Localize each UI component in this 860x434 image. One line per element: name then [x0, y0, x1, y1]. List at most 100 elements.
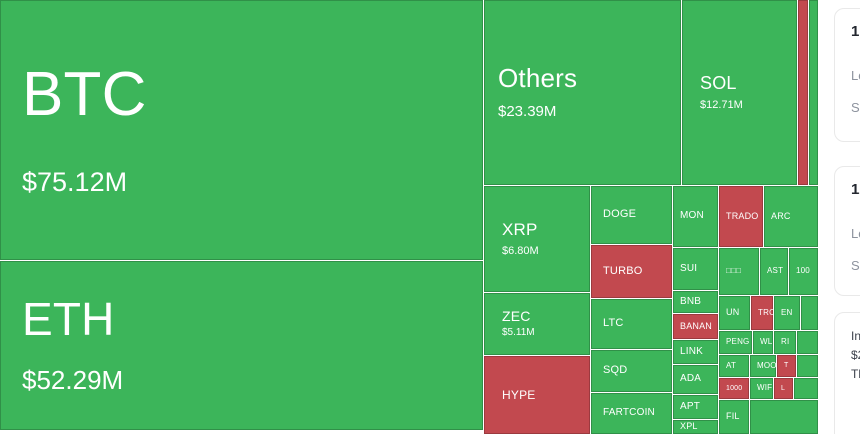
treemap-cell-sol[interactable]: SOL $12.71M — [682, 0, 797, 185]
treemap-cell-peng[interactable]: PENG — [719, 331, 752, 354]
treemap-cell-l[interactable]: L — [774, 378, 793, 399]
cell-symbol: LTC — [603, 317, 624, 330]
treemap-cell-strip-red[interactable] — [798, 0, 808, 185]
cell-symbol: ARC — [771, 210, 791, 221]
treemap-cell-xrp[interactable]: XRP $6.80M — [484, 186, 590, 292]
cell-symbol: SUI — [680, 262, 698, 274]
cell-symbol: ETH — [22, 293, 115, 346]
cell-symbol: RI — [781, 337, 790, 347]
cell-symbol: Others — [498, 63, 578, 94]
treemap-cell-ri[interactable]: RI — [774, 331, 796, 354]
cell-symbol: HYPE — [502, 387, 536, 402]
card-period-label: 12h — [851, 181, 860, 198]
treemap-cell-filler-1[interactable] — [801, 296, 818, 330]
treemap-cell-filler-4[interactable] — [794, 378, 818, 399]
cell-symbol: SOL — [700, 72, 737, 93]
cell-symbol: □□□ — [726, 266, 742, 276]
cell-symbol: MON — [680, 210, 704, 222]
cell-symbol: 1000 — [726, 384, 743, 392]
cell-symbol: FARTCOIN — [603, 407, 655, 419]
cell-symbol: PENG — [726, 337, 750, 347]
cell-symbol: 100 — [796, 266, 810, 276]
treemap-cell-en[interactable]: EN — [774, 296, 800, 330]
treemap-cell-strip-green[interactable] — [809, 0, 818, 185]
treemap-cell-filler-3[interactable] — [797, 355, 818, 377]
treemap-cell-at[interactable]: AT — [719, 355, 749, 377]
treemap-cell-sqd[interactable]: SQD — [591, 350, 672, 392]
treemap-cell-1000[interactable]: 1000 — [719, 378, 749, 399]
treemap-cell-xpl[interactable]: XPL — [673, 420, 718, 434]
treemap-cell-zec[interactable]: ZEC $5.11M — [484, 293, 590, 355]
cell-symbol: TRADO — [726, 210, 759, 221]
cell-symbol: TURBO — [603, 264, 643, 277]
treemap-cell-eth[interactable]: ETH $52.29M — [0, 261, 483, 430]
treemap-cell-doge[interactable]: DOGE — [591, 186, 672, 244]
stat-card-12h[interactable]: 12h Lon Sho — [834, 166, 860, 296]
cell-value: $52.29M — [22, 364, 124, 395]
treemap-cell-btc[interactable]: BTC $75.12M — [0, 0, 483, 260]
cell-symbol: TRO — [758, 307, 773, 317]
treemap: BTC $75.12M ETH $52.29M Others $23.39M SOL $12.… — [0, 0, 818, 434]
treemap-cell-arc[interactable]: ARC — [764, 186, 818, 247]
treemap-cell-turbo[interactable]: TURBO — [591, 245, 672, 298]
cell-symbol: APT — [680, 400, 701, 412]
cell-symbol: SQD — [603, 364, 628, 377]
treemap-cell-filler-2[interactable] — [797, 331, 818, 354]
treemap-cell-unknown-glyphs[interactable]: □□□ — [719, 248, 759, 295]
treemap-cell-filler-5[interactable] — [750, 400, 818, 434]
treemap-cell-moo[interactable]: MOO — [750, 355, 776, 377]
treemap-cell-others[interactable]: Others $23.39M — [484, 0, 681, 185]
treemap-cell-100[interactable]: 100 — [789, 248, 818, 295]
cell-value: $6.80M — [502, 244, 539, 257]
cell-symbol: L — [781, 384, 786, 392]
cell-symbol: LINK — [680, 345, 704, 357]
cell-value: $5.11M — [502, 327, 535, 339]
treemap-cell-apt[interactable]: APT — [673, 395, 718, 419]
summary-card: In th $22 The — [834, 312, 860, 434]
cell-symbol: AST — [767, 266, 784, 276]
treemap-cell-link[interactable]: LINK — [673, 340, 718, 364]
cell-value: $23.39M — [498, 102, 557, 120]
treemap-cell-fartcoin[interactable]: FARTCOIN — [591, 393, 672, 434]
treemap-cell-banan[interactable]: BANAN — [673, 314, 718, 339]
cell-symbol: WL — [760, 337, 773, 347]
cell-symbol: XPL — [680, 421, 698, 432]
cell-symbol: BTC — [22, 59, 147, 129]
cell-symbol: FIL — [726, 411, 740, 422]
card-period-label: 1h — [851, 23, 860, 40]
summary-text-line: In th — [851, 329, 860, 343]
cell-symbol: DOGE — [603, 208, 637, 221]
cell-symbol: XRP — [502, 219, 538, 239]
cell-symbol: BNB — [680, 295, 702, 307]
treemap-cell-ltc[interactable]: LTC — [591, 299, 672, 349]
cell-symbol: T — [784, 362, 789, 370]
treemap-cell-hype[interactable]: HYPE — [484, 356, 590, 434]
card-short-label: Sho — [851, 258, 860, 273]
cell-value: $12.71M — [700, 98, 743, 111]
cell-symbol: EN — [781, 307, 793, 317]
stat-card-1h[interactable]: 1h Lon Sho — [834, 8, 860, 142]
cell-symbol: MOO — [757, 360, 776, 370]
cell-symbol: ADA — [680, 373, 702, 385]
treemap-cell-tro[interactable]: TRO — [751, 296, 773, 330]
treemap-cell-bnb[interactable]: BNB — [673, 291, 718, 313]
treemap-cell-trado[interactable]: TRADO — [719, 186, 763, 247]
treemap-cell-mon[interactable]: MON — [673, 186, 718, 247]
treemap-cell-ast[interactable]: AST — [760, 248, 788, 295]
treemap-cell-wif[interactable]: WIF — [750, 378, 773, 399]
side-panel: 1h Lon Sho 12h Lon Sho In th $22 The — [830, 0, 860, 434]
treemap-cell-t[interactable]: T — [777, 355, 796, 377]
treemap-cell-ada[interactable]: ADA — [673, 365, 718, 394]
treemap-cell-fil[interactable]: FIL — [719, 400, 749, 434]
treemap-cell-un[interactable]: UN — [719, 296, 750, 330]
cell-symbol: UN — [726, 307, 740, 318]
cell-symbol: BANAN — [680, 320, 713, 331]
card-short-label: Sho — [851, 100, 860, 115]
cell-value: $75.12M — [22, 167, 128, 198]
cell-symbol: ZEC — [502, 308, 531, 325]
treemap-cell-wl[interactable]: WL — [753, 331, 773, 354]
treemap-cell-sui[interactable]: SUI — [673, 248, 718, 290]
summary-text-line: The — [851, 367, 860, 382]
cell-symbol: WIF — [757, 383, 773, 393]
